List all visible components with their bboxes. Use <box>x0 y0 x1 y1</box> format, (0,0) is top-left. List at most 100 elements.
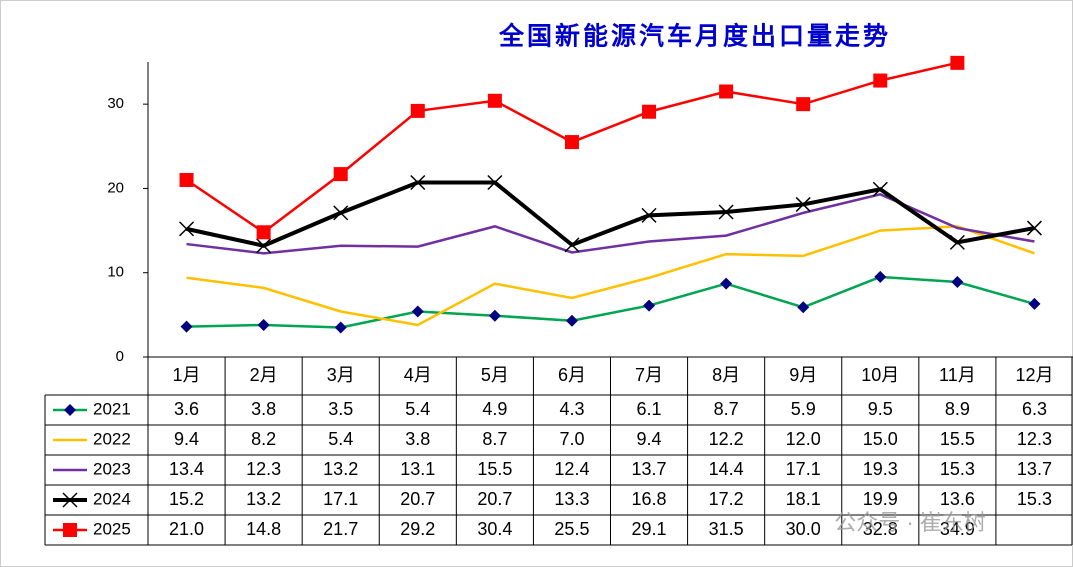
table-value: 19.3 <box>863 459 898 479</box>
table-value: 6.1 <box>637 399 662 419</box>
marker <box>796 97 811 112</box>
table-value: 14.8 <box>246 519 281 539</box>
table-value: 30.4 <box>477 519 512 539</box>
table-value: 3.8 <box>251 399 276 419</box>
table-value: 8.9 <box>945 399 970 419</box>
table-value: 21.7 <box>323 519 358 539</box>
table-value: 12.0 <box>786 429 821 449</box>
table-value: 5.4 <box>328 429 353 449</box>
marker <box>179 173 194 187</box>
x-tick-label: 10月 <box>861 365 899 385</box>
marker <box>487 93 502 108</box>
table-value: 6.3 <box>1022 399 1047 419</box>
marker <box>564 135 579 150</box>
marker <box>874 270 887 283</box>
x-tick-label: 11月 <box>939 365 976 385</box>
table-value: 13.6 <box>940 489 975 509</box>
y-tick-label: 20 <box>107 179 124 196</box>
marker <box>256 225 271 240</box>
table-value: 9.4 <box>174 429 199 449</box>
marker <box>180 320 193 333</box>
table-value: 34.9 <box>940 519 975 539</box>
marker <box>719 84 734 99</box>
table-value: 17.1 <box>786 459 821 479</box>
marker <box>63 523 77 537</box>
table-value: 9.5 <box>868 399 893 419</box>
x-tick-label: 3月 <box>327 365 355 385</box>
table-value: 30.0 <box>786 519 821 539</box>
table-value: 8.7 <box>482 429 507 449</box>
table-value: 13.4 <box>169 459 204 479</box>
marker <box>642 104 657 119</box>
marker <box>641 207 657 223</box>
table-value: 15.2 <box>169 489 204 509</box>
marker <box>872 181 888 197</box>
table-value: 18.1 <box>786 489 821 509</box>
x-tick-label: 4月 <box>404 365 432 385</box>
watermark: 公众号 · 崔东树 <box>834 510 986 535</box>
table-value: 9.4 <box>637 429 662 449</box>
marker <box>950 55 965 70</box>
marker <box>643 299 656 312</box>
table-value: 15.0 <box>863 429 898 449</box>
table-value: 8.7 <box>714 399 739 419</box>
table-value: 21.0 <box>169 519 204 539</box>
x-tick-label: 1月 <box>173 365 201 385</box>
table-value: 13.7 <box>632 459 667 479</box>
marker <box>410 174 426 191</box>
legend-label: 2021 <box>93 399 131 418</box>
table-value: 4.3 <box>559 399 584 419</box>
marker <box>1026 220 1042 236</box>
marker <box>256 238 272 254</box>
table-value: 12.3 <box>246 459 281 479</box>
table-value: 13.7 <box>1017 459 1052 479</box>
table-value: 15.3 <box>940 459 975 479</box>
marker <box>334 321 347 334</box>
marker <box>410 103 425 118</box>
x-tick-label: 12月 <box>1015 365 1053 385</box>
table-value: 13.2 <box>246 489 281 509</box>
marker <box>333 167 348 182</box>
table-value: 12.2 <box>709 429 744 449</box>
table-value: 12.4 <box>554 459 589 479</box>
marker <box>488 309 501 322</box>
table-value: 20.7 <box>400 489 435 509</box>
marker <box>564 237 580 253</box>
table-value: 20.7 <box>477 489 512 509</box>
x-tick-label: 9月 <box>789 365 817 385</box>
marker <box>565 314 578 327</box>
marker <box>873 73 888 88</box>
table-value: 29.1 <box>632 519 667 539</box>
table-value: 13.2 <box>323 459 358 479</box>
series-line <box>186 180 1035 248</box>
marker <box>951 275 964 288</box>
marker <box>797 301 810 314</box>
marker <box>1028 297 1041 310</box>
table-value: 16.8 <box>632 489 667 509</box>
x-tick-label: 8月 <box>712 365 740 385</box>
table-value: 5.4 <box>405 399 430 419</box>
x-tick-label: 5月 <box>481 365 509 385</box>
table-value: 31.5 <box>709 519 744 539</box>
table-value: 3.6 <box>174 399 199 419</box>
x-tick-label: 7月 <box>635 365 663 385</box>
table-value: 17.1 <box>323 489 358 509</box>
table-value: 13.3 <box>554 489 589 509</box>
y-tick-label: 0 <box>116 348 124 365</box>
legend-label: 2022 <box>93 429 131 448</box>
table-value: 29.2 <box>400 519 435 539</box>
marker <box>257 318 270 331</box>
marker <box>333 205 349 221</box>
table-value: 15.5 <box>940 429 975 449</box>
marker <box>62 492 78 508</box>
table-value: 15.3 <box>1017 489 1052 509</box>
table-value: 32.8 <box>863 519 898 539</box>
marker <box>64 404 76 416</box>
legend-label: 2023 <box>93 459 131 478</box>
x-tick-label: 2月 <box>250 365 278 385</box>
series-line <box>186 225 1035 327</box>
table-value: 19.9 <box>863 489 898 509</box>
marker <box>179 221 195 237</box>
table-value: 8.2 <box>251 429 276 449</box>
table-value: 5.9 <box>791 399 816 419</box>
